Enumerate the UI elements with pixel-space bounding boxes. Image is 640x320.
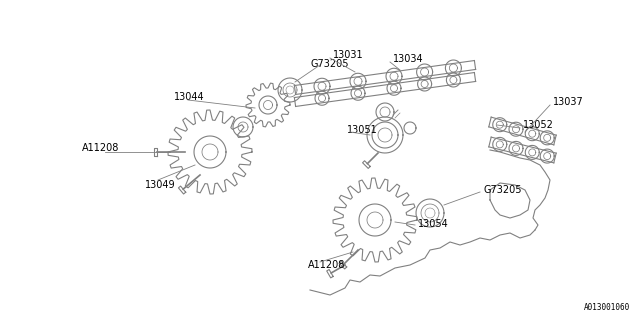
Text: 13037: 13037: [553, 97, 584, 107]
Text: G73205: G73205: [483, 185, 522, 195]
Text: 13052: 13052: [523, 120, 554, 130]
Text: A013001060: A013001060: [584, 303, 630, 312]
Text: 13054: 13054: [418, 219, 449, 229]
Text: A11208: A11208: [308, 260, 346, 270]
Text: 13034: 13034: [393, 54, 424, 64]
Text: 13031: 13031: [333, 50, 364, 60]
Text: 13044: 13044: [174, 92, 205, 102]
Text: A11208: A11208: [82, 143, 120, 153]
Text: G73205: G73205: [310, 59, 349, 69]
Text: 13049: 13049: [145, 180, 175, 190]
Text: 13051: 13051: [347, 125, 378, 135]
